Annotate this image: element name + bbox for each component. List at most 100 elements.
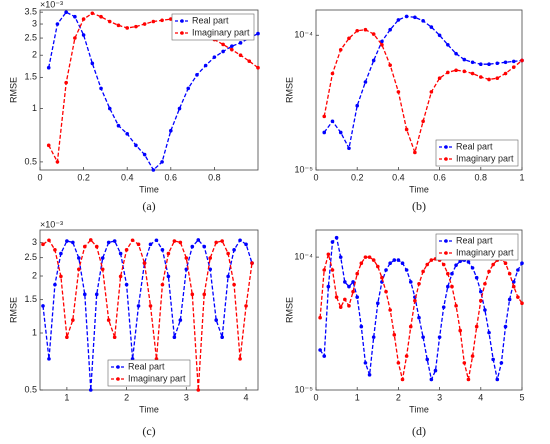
- point: [363, 361, 368, 365]
- point: [64, 10, 68, 14]
- point: [446, 70, 450, 75]
- point: [400, 261, 405, 266]
- point: [106, 318, 111, 322]
- point: [94, 292, 99, 297]
- point: [214, 240, 218, 245]
- point: [238, 238, 242, 243]
- x-tick-label: 0: [37, 172, 42, 182]
- point: [503, 60, 508, 65]
- point: [446, 42, 450, 47]
- y-tick-label: 0.5: [24, 384, 37, 394]
- point: [491, 262, 495, 267]
- point: [322, 130, 327, 135]
- point: [322, 114, 327, 119]
- point: [221, 49, 225, 54]
- point: [322, 354, 327, 358]
- x-tick-label: 2: [124, 392, 129, 402]
- x-tick-label: 1: [355, 392, 360, 402]
- point: [134, 24, 138, 29]
- point: [520, 261, 524, 266]
- point: [136, 304, 141, 308]
- point: [55, 160, 60, 164]
- point: [172, 239, 177, 243]
- point: [474, 275, 479, 280]
- point: [380, 275, 384, 280]
- point: [130, 238, 135, 243]
- point: [250, 261, 254, 265]
- point: [99, 14, 103, 19]
- point: [47, 357, 51, 361]
- point: [520, 301, 524, 306]
- point: [446, 271, 450, 276]
- point: [429, 25, 434, 29]
- point: [466, 260, 471, 264]
- point: [376, 301, 380, 306]
- point: [244, 242, 248, 247]
- point: [376, 264, 380, 269]
- point: [413, 298, 417, 303]
- point: [172, 335, 177, 340]
- point: [326, 284, 331, 289]
- point: [388, 308, 392, 312]
- point: [450, 284, 454, 289]
- y-multiplier: ×10⁻³: [40, 0, 63, 9]
- point: [71, 240, 75, 245]
- point: [226, 274, 230, 279]
- point: [396, 90, 401, 94]
- point: [421, 335, 425, 339]
- point: [470, 354, 475, 358]
- point: [107, 106, 112, 111]
- legend-marker: [444, 157, 448, 161]
- point: [338, 305, 343, 309]
- legend-marker: [116, 365, 120, 369]
- point: [106, 240, 111, 245]
- point: [134, 143, 138, 148]
- point: [413, 150, 417, 155]
- point: [81, 17, 86, 21]
- point: [421, 119, 425, 124]
- point: [495, 61, 500, 66]
- point: [71, 318, 75, 322]
- y-axis-label: RMSE: [8, 77, 18, 103]
- point: [124, 248, 129, 252]
- point: [212, 55, 217, 59]
- point: [396, 18, 401, 22]
- point: [347, 304, 351, 308]
- x-axis-label: Time: [409, 184, 429, 194]
- point: [238, 357, 242, 361]
- point: [437, 33, 442, 38]
- point: [392, 258, 397, 262]
- x-tick-label: 0.6: [165, 172, 178, 182]
- x-tick-label: 0: [313, 172, 318, 182]
- point: [470, 266, 475, 270]
- point: [338, 48, 343, 52]
- point: [136, 242, 141, 247]
- point: [46, 143, 51, 148]
- legend-marker: [180, 31, 184, 35]
- point: [400, 377, 405, 382]
- caption: (c): [142, 424, 155, 438]
- point: [404, 354, 409, 358]
- point: [384, 289, 388, 294]
- point: [429, 258, 434, 262]
- point: [59, 251, 63, 256]
- point: [355, 28, 360, 33]
- point: [203, 63, 208, 68]
- y-axis-label: RMSE: [284, 77, 294, 103]
- point: [73, 36, 77, 40]
- y-tick-label: 10⁻⁵: [295, 384, 314, 394]
- legend-label: Real part: [192, 15, 229, 25]
- point: [195, 73, 199, 77]
- point: [495, 377, 500, 382]
- point: [388, 63, 392, 67]
- point: [425, 262, 430, 267]
- point: [388, 261, 392, 266]
- point: [441, 262, 446, 267]
- point: [507, 297, 512, 302]
- point: [244, 304, 248, 308]
- point: [232, 248, 236, 252]
- point: [380, 39, 384, 44]
- point: [88, 238, 93, 242]
- point: [487, 77, 491, 82]
- point: [429, 90, 434, 94]
